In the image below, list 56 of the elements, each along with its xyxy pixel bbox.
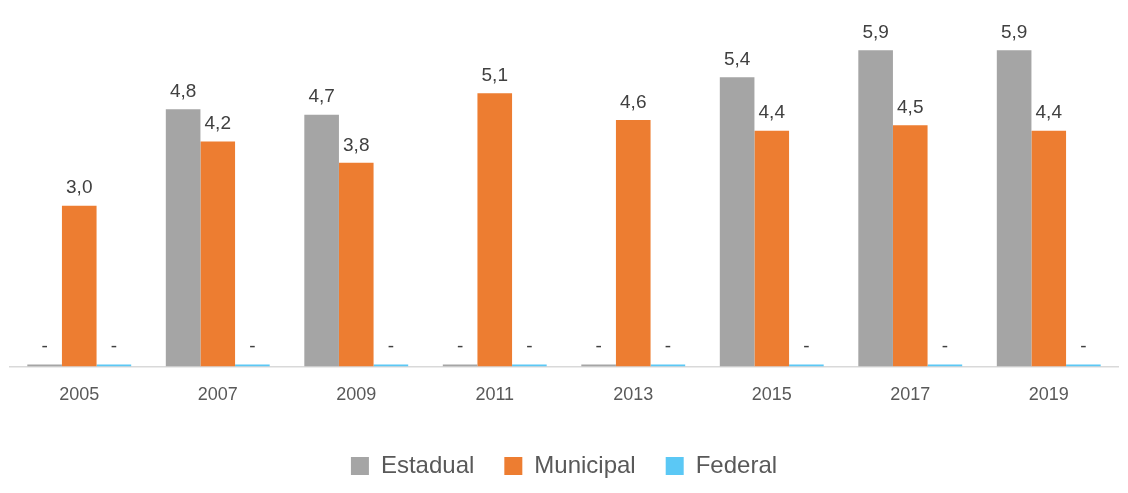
bar — [719, 77, 755, 367]
data-label: - — [1080, 335, 1087, 357]
data-label: 3,8 — [343, 133, 370, 155]
data-label: - — [110, 335, 118, 357]
bar — [304, 114, 339, 367]
data-label: - — [941, 335, 949, 357]
data-label: - — [249, 335, 256, 357]
data-label: - — [387, 335, 395, 357]
bar — [373, 364, 409, 367]
bar — [512, 364, 547, 367]
bar — [477, 93, 513, 367]
x-tick-label: 2017 — [890, 384, 931, 405]
bar — [892, 125, 928, 367]
x-tick-label: 2013 — [613, 384, 654, 405]
legend-label: Municipal — [534, 450, 636, 478]
legend-label: Federal — [695, 450, 778, 478]
data-label: 5,4 — [723, 47, 751, 69]
bar — [235, 364, 270, 367]
data-label: - — [456, 335, 464, 357]
data-label: 4,7 — [308, 85, 335, 107]
x-tick-label: 2019 — [1028, 384, 1069, 405]
data-label: 5,1 — [481, 63, 508, 85]
data-label: 4,5 — [897, 96, 924, 118]
bar — [858, 50, 893, 367]
data-label: 4,4 — [758, 101, 786, 123]
legend-label: Estadual — [380, 450, 475, 478]
bar — [927, 364, 963, 367]
bar — [96, 364, 132, 367]
data-label: 4,4 — [1035, 101, 1063, 123]
bar — [650, 364, 686, 367]
data-label: - — [526, 335, 533, 357]
x-tick-label: 2009 — [336, 384, 377, 405]
data-label: - — [664, 335, 672, 357]
data-label: 5,9 — [862, 21, 889, 43]
bar — [789, 364, 824, 367]
data-label: - — [41, 335, 48, 357]
data-label: - — [595, 335, 602, 357]
bar — [1066, 364, 1101, 367]
bar — [615, 119, 651, 367]
bar — [165, 109, 201, 367]
bar — [996, 50, 1032, 367]
x-tick-label: 2015 — [751, 384, 792, 405]
data-label: 5,9 — [1000, 21, 1028, 43]
data-label: 4,6 — [620, 90, 647, 112]
data-label: 4,8 — [169, 80, 197, 102]
x-tick-label: 2011 — [475, 384, 515, 405]
x-tick-label: 2007 — [197, 384, 238, 405]
bar — [1031, 130, 1067, 367]
data-label: 4,2 — [204, 112, 231, 134]
bar — [61, 205, 97, 367]
bar — [200, 141, 236, 367]
bar — [754, 130, 790, 367]
data-label: - — [803, 335, 810, 357]
data-label: 3,0 — [66, 176, 93, 198]
bar — [338, 162, 374, 367]
x-tick-label: 2005 — [59, 384, 100, 405]
